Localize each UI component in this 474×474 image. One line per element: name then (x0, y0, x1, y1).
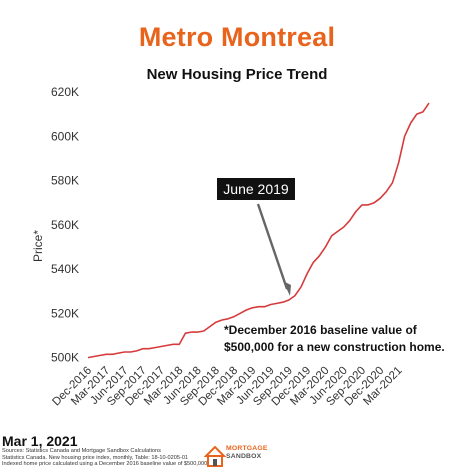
mortgage-sandbox-logo: MORTGAGE SANDBOX (204, 442, 284, 470)
callout-label: June 2019 (223, 181, 289, 197)
logo-word-1: MORTGAGE (226, 445, 268, 452)
y-tick-label: 540K (51, 262, 79, 276)
callout-arrow (256, 203, 289, 290)
y-tick-label: 580K (51, 174, 79, 188)
y-tick-label: 520K (51, 306, 79, 320)
sources-line: Statistics Canada. New housing price ind… (2, 454, 189, 461)
y-tick-label: 620K (51, 85, 79, 99)
baseline-note-line2: $500,000 for a new construction home. (224, 340, 445, 354)
june-2019-callout: June 2019 (217, 178, 295, 296)
x-axis: Dec-2016Mar-2017Jun-2017Sep-2017Dec-2017… (50, 365, 404, 409)
sources-text: Sources: Statistics Canada and Mortgage … (2, 448, 209, 468)
callout-arrowhead (283, 281, 291, 296)
report-date: Mar 1, 2021 (2, 433, 78, 449)
y-tick-label: 600K (51, 129, 79, 143)
sources-line: Sources: Statistics Canada and Mortgage … (2, 448, 161, 454)
logo-wordmark: MORTGAGE SANDBOX (226, 445, 268, 461)
baseline-note-line1: *December 2016 baseline value of (224, 323, 418, 337)
sources-line: Indexed home price calculated using a De… (2, 461, 209, 468)
y-axis: 500K 520K 540K 560K 580K 600K 620K (51, 85, 79, 365)
series-layer (87, 102, 430, 359)
logo-icon (204, 445, 226, 467)
callout-box (217, 178, 295, 200)
logo-word-2: SANDBOX (226, 453, 262, 460)
chart-subtitle: New Housing Price Trend (146, 66, 328, 83)
chart-title: Metro Montreal (138, 22, 336, 52)
price-series-line (87, 102, 430, 359)
y-axis-label: Price* (31, 230, 45, 262)
y-tick-label: 500K (51, 351, 79, 365)
y-tick-label: 560K (51, 218, 79, 232)
